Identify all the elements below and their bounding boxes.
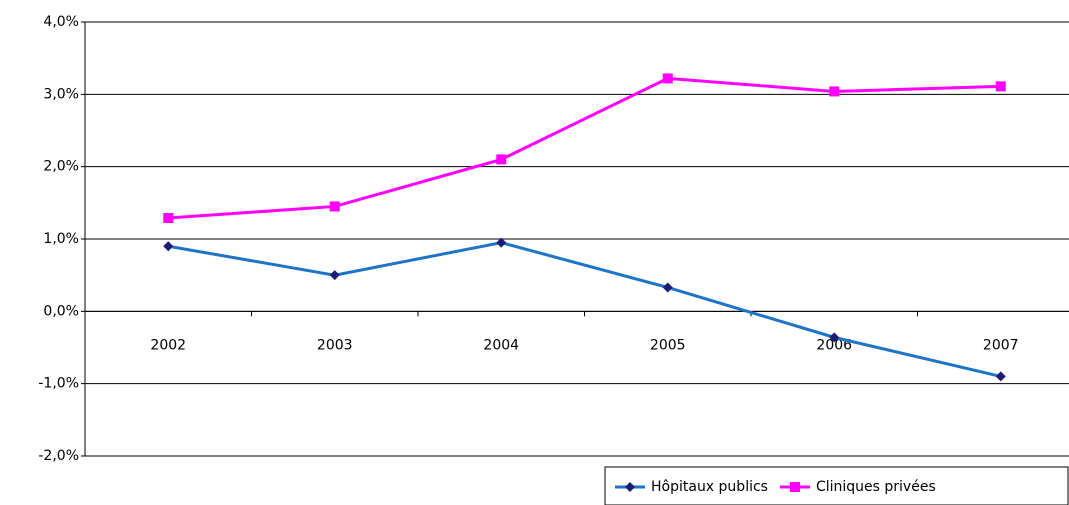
data-point [163, 213, 174, 224]
data-point [329, 270, 340, 281]
data-point [496, 237, 507, 248]
y-tick-label: -1,0% [38, 376, 79, 392]
data-point [662, 282, 673, 293]
y-tick-label: 4,0% [43, 14, 79, 30]
legend-label: Cliniques privées [816, 479, 936, 495]
x-tick-label: 2005 [650, 337, 686, 353]
x-tick-label: 2002 [150, 337, 186, 353]
data-point [662, 73, 673, 84]
x-tick-label: 2004 [483, 337, 519, 353]
legend-marker [789, 482, 800, 492]
legend-marker [625, 482, 635, 492]
data-point [995, 81, 1006, 92]
legend-box [604, 466, 1069, 505]
data-point [496, 154, 507, 165]
y-tick-label: -2,0% [38, 448, 79, 464]
data-point [329, 201, 340, 212]
series-line [168, 76, 1001, 220]
y-tick-label: 0,0% [43, 303, 79, 319]
legend-label: Hôpitaux publics [651, 479, 768, 495]
y-tick-label: 3,0% [43, 86, 79, 102]
y-tick-label: 1,0% [43, 231, 79, 247]
x-tick-label: 2007 [983, 337, 1019, 353]
x-tick-label: 2003 [317, 337, 353, 353]
data-point [829, 332, 840, 343]
data-point [995, 371, 1006, 382]
series-line [167, 241, 1002, 378]
y-tick-label: 2,0% [43, 159, 79, 175]
data-point [829, 86, 840, 97]
x-tick-label: 2006 [816, 337, 852, 353]
data-point [163, 241, 174, 252]
